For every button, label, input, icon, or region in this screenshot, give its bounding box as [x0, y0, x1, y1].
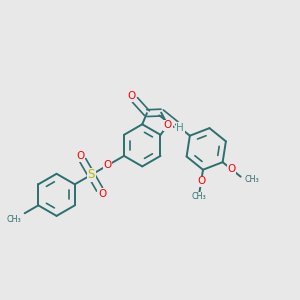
Text: O: O [227, 164, 236, 174]
Text: O: O [76, 151, 84, 161]
Text: CH₃: CH₃ [244, 175, 259, 184]
Text: O: O [98, 189, 106, 199]
Text: H: H [176, 123, 184, 133]
Text: O: O [128, 91, 136, 101]
Text: CH₃: CH₃ [7, 215, 21, 224]
Text: O: O [103, 160, 112, 170]
Text: O: O [164, 120, 172, 130]
Text: S: S [88, 168, 95, 181]
Text: O: O [197, 176, 205, 186]
Text: CH₃: CH₃ [191, 192, 206, 201]
